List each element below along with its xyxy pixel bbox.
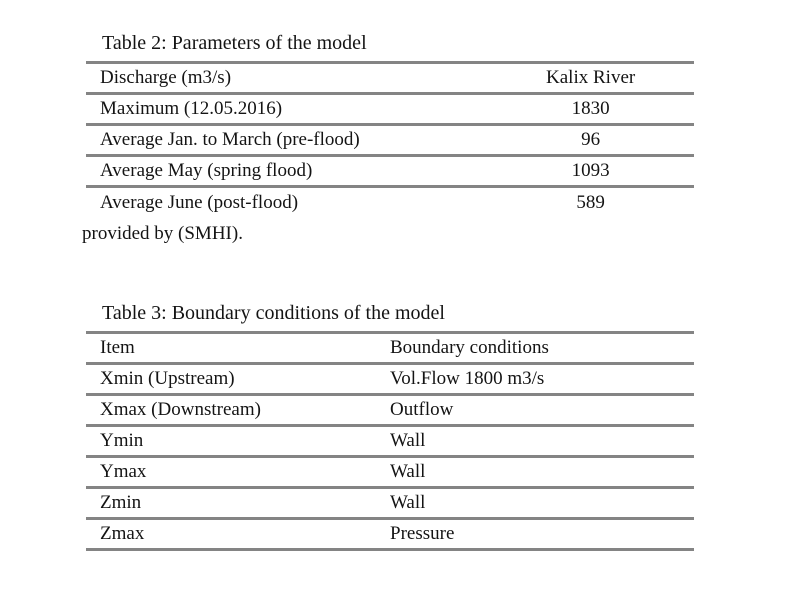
row-value: Wall [390, 429, 426, 451]
row-label: Zmax [100, 522, 145, 544]
table-2: Discharge (m3/s) Kalix River Maximum (12… [86, 61, 694, 218]
table-row: Zmax Pressure [86, 518, 694, 549]
table-2-footnote: provided by (SMHI). [82, 222, 243, 244]
table-row: Average Jan. to March (pre-flood) 96 [86, 125, 694, 156]
table-row: Maximum (12.05.2016) 1830 [86, 94, 694, 125]
table-3-col-header-item: Item [100, 336, 135, 358]
row-value: 96 [581, 129, 601, 150]
table-row: Xmin (Upstream) Vol.Flow 1800 m3/s [86, 363, 694, 394]
row-label: Average May (spring flood) [100, 160, 313, 181]
row-value: 1830 [571, 98, 610, 119]
table-row: Ymin Wall [86, 425, 694, 456]
row-value: Outflow [390, 398, 454, 420]
row-value: 589 [576, 191, 605, 213]
row-value: Wall [390, 460, 426, 482]
table-2-header-row: Discharge (m3/s) Kalix River [86, 63, 694, 94]
row-value: Pressure [390, 522, 455, 544]
row-label: Zmin [100, 491, 142, 513]
table-3-header-row: Item Boundary conditions [86, 332, 694, 363]
row-value: 1093 [571, 160, 610, 181]
document-page: Table 2: Parameters of the model Dischar… [82, 30, 694, 551]
row-label: Ymax [100, 460, 147, 482]
row-label: Xmin (Upstream) [100, 367, 235, 389]
table-2-caption: Table 2: Parameters of the model [102, 32, 367, 54]
table-row: Ymax Wall [86, 456, 694, 487]
table-row: Average June (post-flood) 589 [86, 187, 694, 218]
row-label: Ymin [100, 429, 144, 451]
row-label: Maximum (12.05.2016) [100, 98, 283, 119]
table-row: Xmax (Downstream) Outflow [86, 394, 694, 425]
table-3: Item Boundary conditions Xmin (Upstream)… [86, 330, 694, 551]
table-row: Zmin Wall [86, 487, 694, 518]
row-label: Average June (post-flood) [100, 191, 299, 213]
table-2-block: Table 2: Parameters of the model Dischar… [82, 30, 694, 246]
table-3-col-header-boundary-conditions: Boundary conditions [390, 336, 549, 358]
row-value: Wall [390, 491, 426, 513]
table-row: Average May (spring flood) 1093 [86, 156, 694, 187]
table-2-col-header-discharge: Discharge (m3/s) [100, 67, 232, 88]
table-3-caption: Table 3: Boundary conditions of the mode… [102, 301, 445, 324]
table-2-col-header-kalix-river: Kalix River [546, 67, 636, 88]
row-value: Vol.Flow 1800 m3/s [390, 367, 545, 389]
table-3-block: Table 3: Boundary conditions of the mode… [86, 300, 694, 551]
row-label: Average Jan. to March (pre-flood) [100, 129, 360, 150]
row-label: Xmax (Downstream) [100, 398, 261, 420]
